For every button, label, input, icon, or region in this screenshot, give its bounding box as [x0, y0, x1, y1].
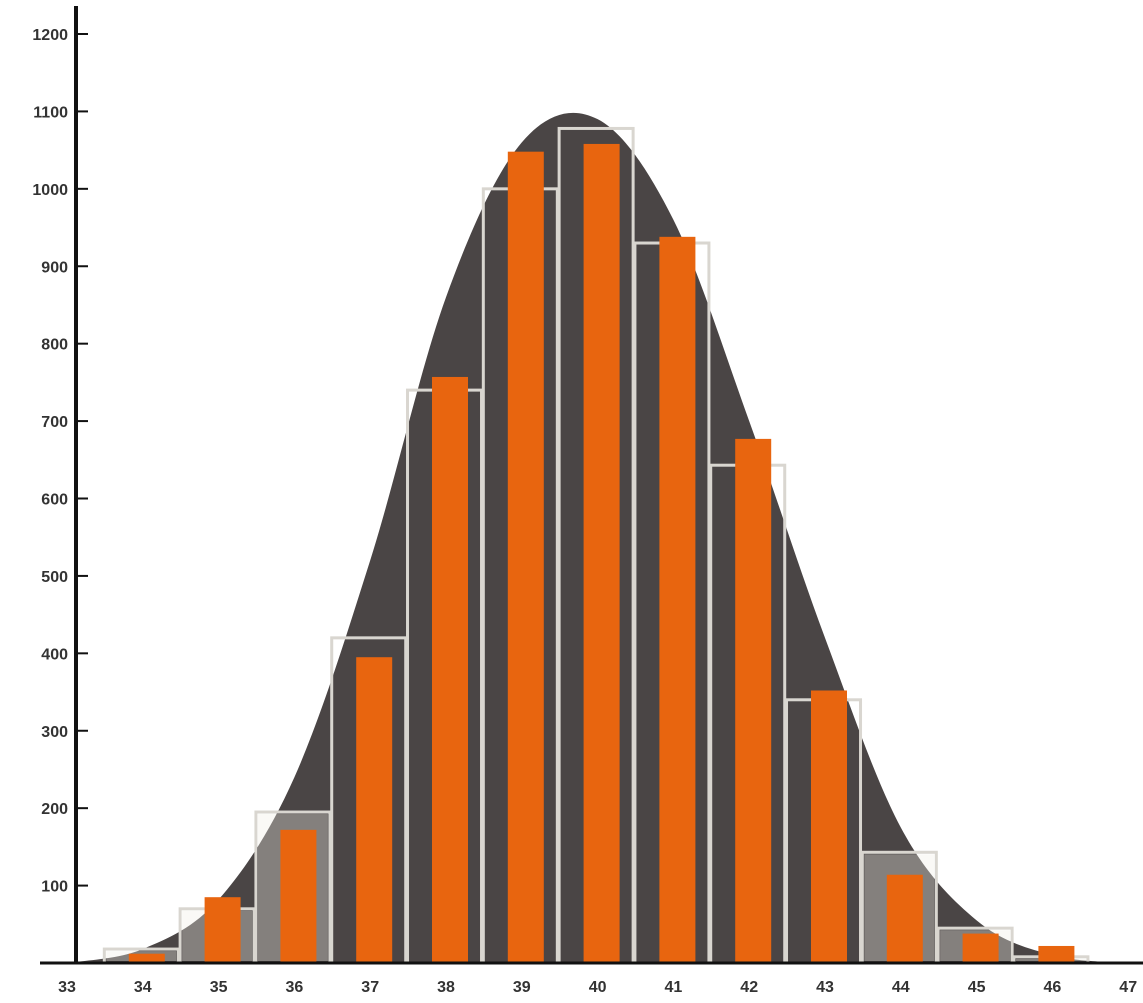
- orange-bar-38: [432, 376, 468, 964]
- x-tick-label-40: 40: [589, 979, 607, 996]
- y-tick-label-200: 200: [41, 801, 68, 818]
- y-tick-label-900: 900: [41, 259, 68, 276]
- x-tick-label-47: 47: [1119, 979, 1137, 996]
- x-tick-label-34: 34: [134, 979, 152, 996]
- y-tick-label-1100: 1100: [33, 104, 68, 121]
- x-tick-label-42: 42: [740, 979, 758, 996]
- orange-bar-42: [735, 438, 772, 963]
- orange-bar-45: [962, 933, 999, 963]
- orange-bar-40: [583, 143, 620, 964]
- y-tick-label-800: 800: [41, 337, 68, 354]
- orange-bar-46: [1038, 945, 1075, 963]
- x-tick-label-33: 33: [58, 979, 76, 996]
- y-tick-label-600: 600: [41, 492, 68, 509]
- y-tick-label-100: 100: [41, 879, 68, 896]
- x-tick-label-44: 44: [892, 979, 910, 996]
- y-tick-label-500: 500: [41, 569, 68, 586]
- axis-layer: 100 200 300 400 500 600 700 800 900 1000 1100 1200 3…: [32, 6, 1143, 996]
- x-tick-label-46: 46: [1044, 979, 1062, 996]
- x-tick-label-38: 38: [437, 979, 455, 996]
- y-tick-label-300: 300: [41, 724, 68, 741]
- x-tick-label-36: 36: [286, 979, 304, 996]
- y-tick-label-1000: 1000: [32, 182, 68, 199]
- orange-bar-39: [507, 151, 544, 963]
- bars-layer: [102, 126, 1090, 965]
- orange-bar-37: [356, 657, 393, 963]
- orange-bar-36: [280, 829, 317, 963]
- orange-bar-34: [128, 953, 165, 963]
- y-tick-label-700: 700: [41, 414, 68, 431]
- x-tick-label-45: 45: [968, 979, 986, 996]
- y-tick-label-1200: 1200: [32, 27, 68, 44]
- x-tick-label-35: 35: [210, 979, 228, 996]
- x-tick-label-43: 43: [816, 979, 834, 996]
- orange-bar-35: [204, 897, 241, 963]
- orange-bar-43: [811, 690, 847, 963]
- y-tick-label-400: 400: [41, 646, 68, 663]
- x-tick-label-39: 39: [513, 979, 531, 996]
- orange-bar-44: [886, 874, 923, 963]
- x-tick-label-37: 37: [361, 979, 379, 996]
- x-tick-label-41: 41: [665, 979, 683, 996]
- orange-bar-41: [659, 236, 696, 963]
